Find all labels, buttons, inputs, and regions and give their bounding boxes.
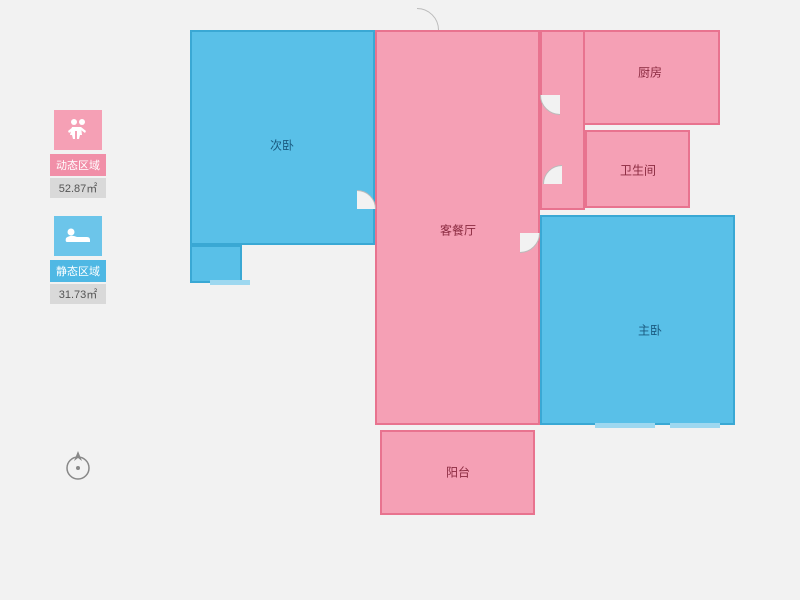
room-corner-block	[190, 245, 242, 283]
window-1	[595, 423, 655, 428]
compass-icon	[60, 448, 96, 484]
legend-static-label: 静态区域	[50, 260, 106, 282]
window-2	[670, 423, 720, 428]
window-0	[210, 280, 250, 285]
room-label-secondary-bedroom: 次卧	[270, 137, 294, 154]
legend-static-value: 31.73㎡	[50, 284, 106, 304]
room-master-bedroom	[540, 215, 735, 425]
legend-panel: 动态区域 52.87㎡ 静态区域 31.73㎡	[48, 110, 108, 322]
room-label-living-dining: 客餐厅	[440, 222, 476, 239]
room-label-balcony: 阳台	[446, 464, 470, 481]
static-zone-icon	[54, 216, 102, 256]
floorplan: 次卧客餐厅 厨房卫生间主卧阳台	[190, 30, 750, 550]
legend-static: 静态区域 31.73㎡	[48, 216, 108, 304]
room-label-kitchen: 厨房	[638, 64, 662, 81]
legend-dynamic-label: 动态区域	[50, 154, 106, 176]
room-label-bathroom: 卫生间	[620, 162, 656, 179]
legend-dynamic-value: 52.87㎡	[50, 178, 106, 198]
legend-dynamic: 动态区域 52.87㎡	[48, 110, 108, 198]
dynamic-zone-icon	[54, 110, 102, 150]
room-label-master-bedroom: 主卧	[638, 322, 662, 339]
